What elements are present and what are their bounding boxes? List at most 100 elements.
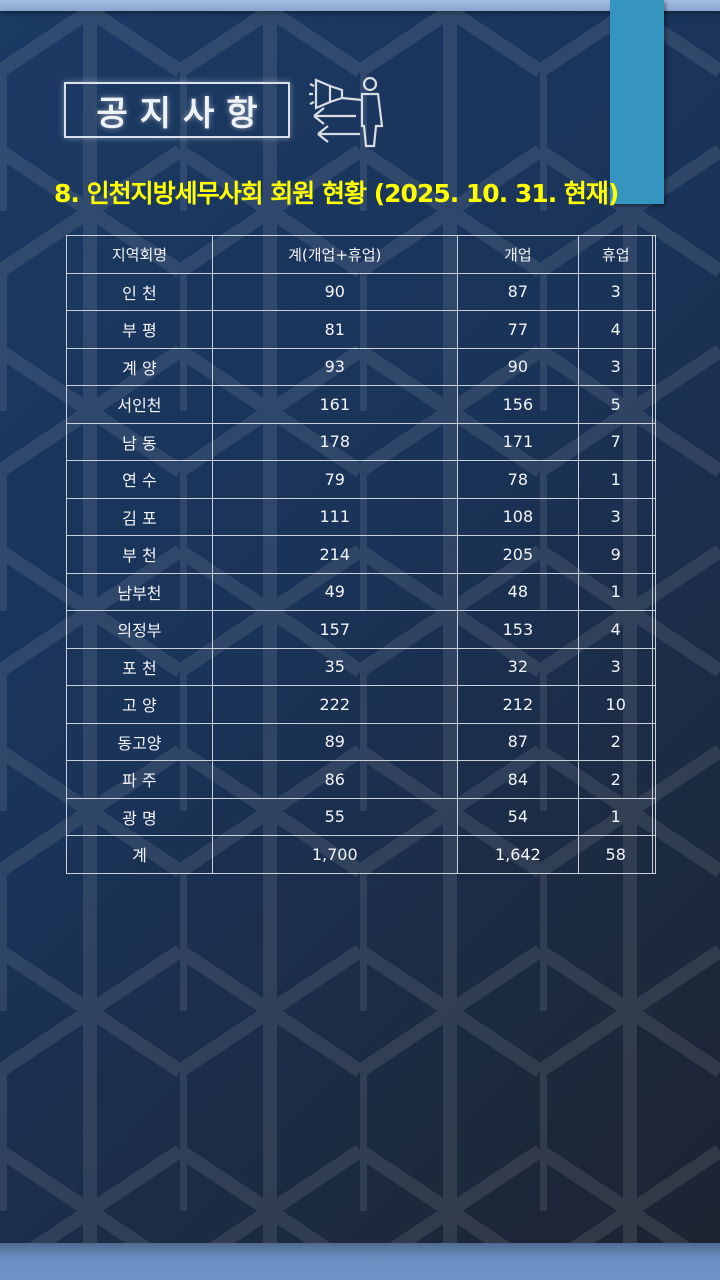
table-cell xyxy=(652,422,656,461)
table-cell: 5 xyxy=(578,385,654,424)
table-cell: 90 xyxy=(211,272,458,311)
table-cell xyxy=(652,310,656,349)
table-cell: 2 xyxy=(578,760,654,799)
column-header: 계(개업+휴업) xyxy=(211,235,458,274)
table-cell: 171 xyxy=(456,422,580,461)
table-cell: 93 xyxy=(211,347,458,386)
column-header: 휴업 xyxy=(578,235,654,274)
table-cell: 남부천 xyxy=(66,572,213,611)
table-cell xyxy=(652,722,656,761)
column-header xyxy=(652,235,656,274)
table-cell xyxy=(652,385,656,424)
table-cell: 89 xyxy=(211,722,458,761)
table-cell: 54 xyxy=(456,797,580,836)
table-row: 고 양 222 212 10 xyxy=(66,685,656,724)
table-row: 광 명 55 54 1 xyxy=(66,797,656,836)
top-bar xyxy=(0,0,720,11)
table-cell: 48 xyxy=(456,572,580,611)
table-cell xyxy=(652,647,656,686)
table-row: 포 천 35 32 3 xyxy=(66,647,656,686)
table-row: 의정부 157 153 4 xyxy=(66,610,656,649)
page-title: 8. 인천지방세무사회 회원 현황 (2025. 10. 31. 현재) xyxy=(54,179,619,208)
megaphone-presenter-icon xyxy=(309,76,384,148)
column-header: 지역회명 xyxy=(66,235,213,274)
table-cell xyxy=(652,347,656,386)
table-cell: 178 xyxy=(211,422,458,461)
table-cell xyxy=(652,535,656,574)
table-cell: 1 xyxy=(578,572,654,611)
table-cell: 81 xyxy=(211,310,458,349)
table-cell: 2 xyxy=(578,722,654,761)
table-cell xyxy=(652,272,656,311)
table-cell: 205 xyxy=(456,535,580,574)
table-cell: 161 xyxy=(211,385,458,424)
table-cell: 108 xyxy=(456,497,580,536)
table-cell: 58 xyxy=(578,835,654,874)
table-row: 계 1,700 1,642 58 xyxy=(66,835,656,874)
table-row: 파 주 86 84 2 xyxy=(66,760,656,799)
table-row: 인 천 90 87 3 xyxy=(66,272,656,311)
notice-label: 공지사항 xyxy=(96,93,270,134)
table-row: 부 천 214 205 9 xyxy=(66,535,656,574)
table-header-row: 지역회명 계(개업+휴업) 개업 휴업 xyxy=(66,235,656,274)
table-cell xyxy=(652,797,656,836)
table-cell: 153 xyxy=(456,610,580,649)
table-cell: 4 xyxy=(578,610,654,649)
table-cell: 계 양 xyxy=(66,347,213,386)
table-cell xyxy=(652,835,656,874)
table-cell: 인 천 xyxy=(66,272,213,311)
table-cell: 3 xyxy=(578,272,654,311)
table-cell: 86 xyxy=(211,760,458,799)
table-cell: 78 xyxy=(456,460,580,499)
table-row: 부 평 81 77 4 xyxy=(66,310,656,349)
table-cell: 포 천 xyxy=(66,647,213,686)
table-cell: 3 xyxy=(578,347,654,386)
table-cell: 111 xyxy=(211,497,458,536)
table-cell: 남 동 xyxy=(66,422,213,461)
table-cell: 32 xyxy=(456,647,580,686)
table-cell: 계 xyxy=(66,835,213,874)
table-row: 남부천 49 48 1 xyxy=(66,572,656,611)
table-cell: 87 xyxy=(456,272,580,311)
table-cell: 87 xyxy=(456,722,580,761)
table-cell: 10 xyxy=(578,685,654,724)
table-cell: 222 xyxy=(211,685,458,724)
table-cell: 1,700 xyxy=(211,835,458,874)
table-cell: 의정부 xyxy=(66,610,213,649)
table-row: 남 동 178 171 7 xyxy=(66,422,656,461)
table-cell xyxy=(652,685,656,724)
table-cell: 서인천 xyxy=(66,385,213,424)
table-cell xyxy=(652,460,656,499)
table-cell: 9 xyxy=(578,535,654,574)
table-cell: 7 xyxy=(578,422,654,461)
table-cell: 77 xyxy=(456,310,580,349)
table-cell: 49 xyxy=(211,572,458,611)
table-cell: 3 xyxy=(578,497,654,536)
table-cell: 84 xyxy=(456,760,580,799)
table-row: 동고양 89 87 2 xyxy=(66,722,656,761)
table-cell: 212 xyxy=(456,685,580,724)
table-cell: 157 xyxy=(211,610,458,649)
table-cell: 35 xyxy=(211,647,458,686)
table-cell: 1,642 xyxy=(456,835,580,874)
table-cell: 3 xyxy=(578,647,654,686)
table-row: 김 포 111 108 3 xyxy=(66,497,656,536)
table-row: 연 수 79 78 1 xyxy=(66,460,656,499)
member-status-table: 지역회명 계(개업+휴업) 개업 휴업 인 천 90 87 3 부 평 81 77 4 계 양 93 90… xyxy=(66,235,656,874)
table-cell: 고 양 xyxy=(66,685,213,724)
table-cell xyxy=(652,497,656,536)
table-cell: 156 xyxy=(456,385,580,424)
table-cell: 90 xyxy=(456,347,580,386)
notice-badge: 공지사항 xyxy=(64,82,290,138)
table-cell: 1 xyxy=(578,460,654,499)
table-cell: 동고양 xyxy=(66,722,213,761)
table-cell: 214 xyxy=(211,535,458,574)
bookmark-ribbon xyxy=(610,0,664,204)
table-row: 계 양 93 90 3 xyxy=(66,347,656,386)
table-cell: 부 천 xyxy=(66,535,213,574)
table-cell: 55 xyxy=(211,797,458,836)
table-cell: 연 수 xyxy=(66,460,213,499)
table-row: 서인천 161 156 5 xyxy=(66,385,656,424)
table-cell: 광 명 xyxy=(66,797,213,836)
table-cell xyxy=(652,760,656,799)
